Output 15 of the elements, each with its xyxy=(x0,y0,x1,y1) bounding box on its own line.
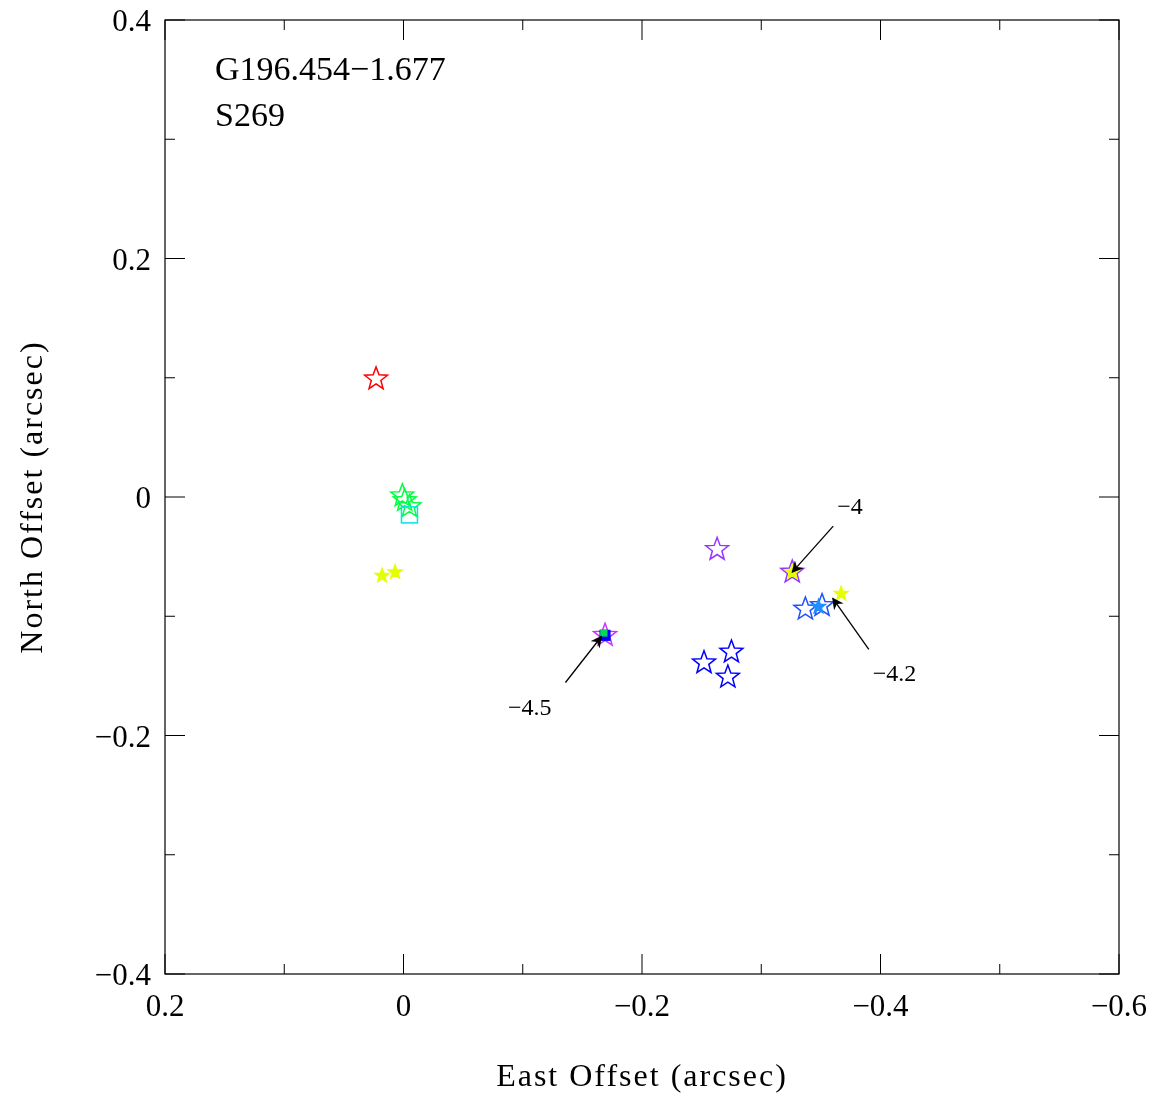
annotation: G196.454−1.677 xyxy=(215,50,446,87)
annotation: −4.5 xyxy=(507,693,552,720)
x-axis-title: East Offset (arcsec) xyxy=(496,1057,788,1093)
y-tick-label: 0.2 xyxy=(112,241,151,277)
annotation: −4.2 xyxy=(872,660,917,687)
y-tick-label: −0.2 xyxy=(94,718,151,754)
y-tick-label: 0.4 xyxy=(112,3,152,38)
y-tick-label: 0 xyxy=(135,480,151,515)
annotation: S269 xyxy=(215,96,285,133)
y-axis-title: North Offset (arcsec) xyxy=(13,340,49,654)
x-tick-label: 0 xyxy=(395,988,412,1023)
x-tick-label: −0.6 xyxy=(1090,988,1148,1023)
x-tick-label: −0.2 xyxy=(613,988,671,1023)
annotation: −4 xyxy=(837,493,863,520)
x-tick-label: −0.4 xyxy=(852,988,910,1023)
